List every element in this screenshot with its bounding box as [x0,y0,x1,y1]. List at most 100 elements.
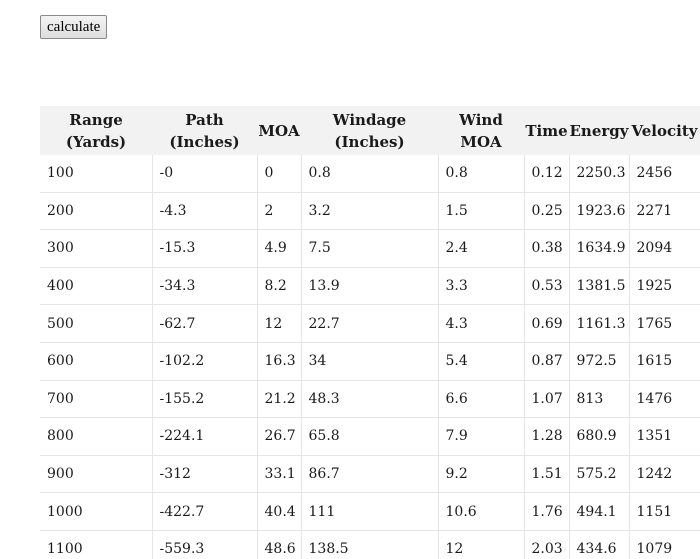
column-header-moa: MOA [257,106,301,155]
cell-time: 1.28 [523,417,569,456]
cell-moa: 21.2 [256,380,301,419]
cell-energy: 1923.6 [568,192,629,231]
cell-velocity: 2094 [628,229,700,268]
column-header-time: Time [524,106,569,155]
table-row: 300 -15.3 4.9 7.5 2.4 0.38 1634.9 2094 [40,229,700,268]
cell-velocity: 1242 [628,455,700,494]
cell-windage: 7.5 [300,229,438,268]
calculate-button[interactable]: calculate [40,15,108,39]
column-header-label: (Yards) [65,132,127,151]
column-header-label: Range [69,110,123,129]
cell-path: -155.2 [151,380,257,419]
cell-wind-moa: 9.2 [437,455,524,494]
cell-time: 1.51 [523,455,569,494]
table-row: 100 -0 0 0.8 0.8 0.12 2250.3 2456 [40,155,700,193]
cell-velocity: 1925 [628,267,700,306]
cell-velocity: 1765 [628,304,700,343]
cell-windage: 65.8 [300,417,438,456]
cell-time: 0.53 [523,267,569,306]
cell-range: 1100 [47,541,83,558]
cell-wind-moa: 7.9 [437,417,524,456]
cell-range: 100 [40,155,152,193]
cell-time: 1.76 [523,492,569,531]
cell-energy: 2250.3 [568,155,629,193]
column-header-label: Windage [332,110,407,129]
cell-time: 0.12 [523,155,569,193]
column-header-velocity: Velocity [629,106,700,155]
table-body: 100 -0 0 0.8 0.8 0.12 2250.3 2456 200 -4.3 2 3.2 1.5… [40,155,700,559]
cell-time: 0.25 [523,192,569,231]
cell-energy: 1634.9 [568,229,629,268]
cell-wind-moa: 4.3 [437,304,524,343]
cell-range: 200 [40,192,152,231]
cell-range: 900 [40,455,152,494]
cell-windage: 13.9 [300,267,438,306]
column-header-label: MOA [258,121,300,140]
cell-wind-moa: 0.8 [437,155,524,193]
cell-moa: 26.7 [256,417,301,456]
column-header-label: MOA [460,132,502,151]
cell-velocity: 1615 [628,342,700,381]
cell-energy: 813 [568,380,629,419]
cell-energy: 575.2 [568,455,629,494]
cell-path: -62.7 [151,304,257,343]
table-row: 1100 -559.3 48.6 138.5 12 2.03 434.6 1079 [40,530,700,559]
cell-windage: 138.5 [300,530,438,559]
cell-time: 0.87 [523,342,569,381]
cell-path: -0 [151,155,257,193]
table-row: 800 -224.1 26.7 65.8 7.9 1.28 680.9 1351 [40,417,700,456]
cell-velocity: 1151 [628,492,700,531]
cell-energy: 680.9 [568,417,629,456]
cell-moa: 8.2 [256,267,301,306]
cell-range: 400 [40,267,152,306]
cell-path: -224.1 [151,417,257,456]
cell-velocity: 1476 [628,380,700,419]
ballistics-table-container: Range (Yards) Path (Inches) MOA Windage (Inche… [40,106,700,559]
cell-energy: 1161.3 [568,304,629,343]
cell-energy: 434.6 [568,530,629,559]
cell-wind-moa: 6.6 [437,380,524,419]
table-row: 600 -102.2 16.3 34 5.4 0.87 972.5 1615 [40,342,700,381]
cell-path: -102.2 [151,342,257,381]
column-header-label: Time [525,121,568,140]
cell-range: 700 [40,380,152,419]
cell-time: 0.38 [523,229,569,268]
cell-windage: 34 [300,342,438,381]
cell-moa: 16.3 [256,342,301,381]
column-header-label: (Inches) [334,132,405,151]
cell-path: -559.3 [151,530,257,559]
ballistics-table: Range (Yards) Path (Inches) MOA Windage (Inche… [40,106,700,559]
cell-path: -34.3 [151,267,257,306]
cell-windage: 3.2 [300,192,438,231]
cell-windage: 111 [300,492,438,531]
cell-wind-moa: 5.4 [437,342,524,381]
column-header-path: Path (Inches) [152,106,257,155]
cell-windage: 0.8 [300,155,438,193]
table-row: 700 -155.2 21.2 48.3 6.6 1.07 813 1476 [40,380,700,419]
column-header-label: Path [185,110,224,129]
cell-range: 600 [40,342,152,381]
cell-range: 300 [40,229,152,268]
cell-moa: 40.4 [256,492,301,531]
cell-path: -422.7 [151,492,257,531]
cell-moa: 33.1 [256,455,301,494]
column-header-label: Velocity [631,121,698,140]
column-header-range: Range (Yards) [40,106,152,155]
table-row: 500 -62.7 12 22.7 4.3 0.69 1161.3 1765 [40,304,700,343]
table-row: 1000 -422.7 40.4 111 10.6 1.76 494.1 1151 [40,492,700,531]
table-row: 900 -312 33.1 86.7 9.2 1.51 575.2 1242 [40,455,700,494]
column-header-label: (Inches) [169,132,240,151]
cell-moa: 48.6 [256,530,301,559]
table-row: 200 -4.3 2 3.2 1.5 0.25 1923.6 2271 [40,192,700,231]
table-row: 400 -34.3 8.2 13.9 3.3 0.53 1381.5 1925 [40,267,700,306]
cell-velocity: 2271 [628,192,700,231]
cell-energy: 1381.5 [568,267,629,306]
cell-path: -15.3 [151,229,257,268]
cell-range: 800 [40,417,152,456]
cell-path: -4.3 [151,192,257,231]
column-header-windage: Windage (Inches) [301,106,438,155]
cell-moa: 12 [256,304,301,343]
cell-energy: 972.5 [568,342,629,381]
cell-wind-moa: 3.3 [437,267,524,306]
